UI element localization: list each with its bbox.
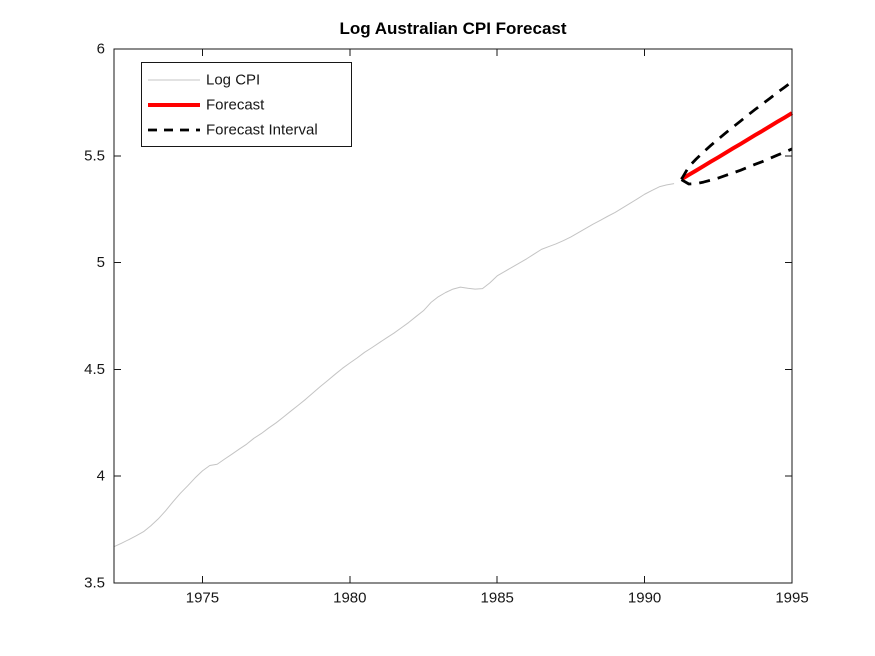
y-tick-label: 6 — [97, 41, 105, 58]
plot-series — [113, 80, 794, 548]
legend-label-forecast-interval: Forecast Interval — [206, 122, 318, 139]
legend-label-log-cpi: Log CPI — [206, 72, 260, 89]
axes-box — [113, 48, 793, 584]
x-tick-label: 1990 — [628, 589, 661, 606]
x-tick-label: 1975 — [186, 589, 219, 606]
y-tick-label: 5.5 — [84, 147, 105, 164]
series-forecast — [680, 111, 794, 182]
tick-labels: 1975 1980 1985 1990 1995 3.5 4 4.5 5 5.5 6 — [84, 41, 809, 607]
series-forecast-interval-upper — [680, 80, 793, 181]
axis-ticks — [114, 48, 793, 584]
y-tick-label: 4.5 — [84, 361, 105, 378]
y-tick-label: 5 — [97, 254, 105, 271]
legend: Log CPI Forecast Forecast Interval — [141, 62, 352, 147]
x-tick-label: 1985 — [481, 589, 514, 606]
x-tick-label: 1995 — [775, 589, 808, 606]
y-tick-label: 4 — [97, 468, 105, 485]
legend-label-forecast: Forecast — [206, 97, 265, 114]
x-tick-label: 1980 — [333, 589, 366, 606]
series-log-cpi — [113, 183, 675, 548]
series-forecast-interval-lower — [680, 147, 793, 186]
chart-title: Log Australian CPI Forecast — [339, 19, 566, 38]
y-tick-label: 3.5 — [84, 575, 105, 592]
